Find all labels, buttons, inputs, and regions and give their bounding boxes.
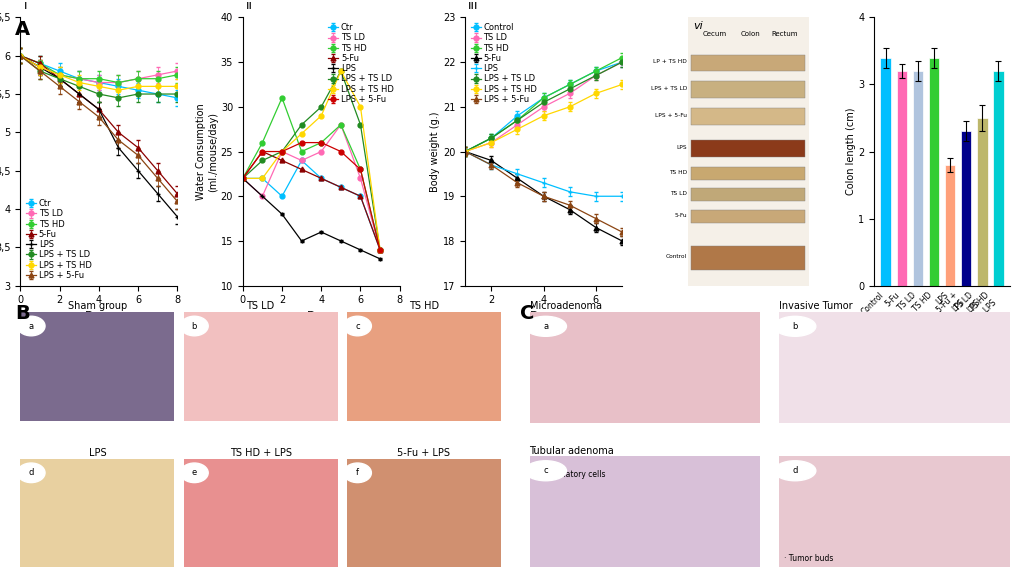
Text: d: d [29, 468, 34, 477]
Text: Cecum: Cecum [701, 31, 726, 37]
Text: LPS: LPS [676, 145, 686, 150]
Text: Tubular adenoma: Tubular adenoma [529, 445, 613, 456]
Title: LPS: LPS [89, 448, 106, 458]
Circle shape [343, 316, 371, 336]
Text: LPS + TS LD: LPS + TS LD [650, 86, 686, 91]
Legend: Ctr, TS LD, TS HD, 5-Fu, LPS, LPS + TS LD, LPS + TS HD, LPS + 5-Fu: Ctr, TS LD, TS HD, 5-Fu, LPS, LPS + TS L… [326, 21, 395, 105]
Text: LPS + 5-Fu: LPS + 5-Fu [654, 113, 686, 118]
Text: iii: iii [468, 0, 478, 12]
Text: Invasive Tumor: Invasive Tumor [779, 301, 852, 311]
Text: Inflammatory cells: Inflammatory cells [534, 470, 605, 479]
Text: c: c [355, 321, 360, 331]
Circle shape [525, 461, 566, 481]
Text: B: B [15, 304, 30, 323]
Title: TS HD + LPS: TS HD + LPS [229, 448, 291, 458]
Text: · Tumor buds: · Tumor buds [783, 554, 833, 563]
Bar [896, 71, 906, 285]
Text: Microadenoma: Microadenoma [529, 301, 601, 311]
Text: Rectum: Rectum [770, 31, 797, 37]
Text: A: A [15, 20, 31, 39]
Title: TS LD: TS LD [247, 301, 274, 311]
Circle shape [773, 461, 815, 481]
Legend: Control, TS LD, TS HD, 5-Fu, LPS, LPS + TS LD, LPS + TS HD, LPS + 5-Fu: Control, TS LD, TS HD, 5-Fu, LPS, LPS + … [469, 21, 537, 105]
Text: c: c [543, 466, 547, 475]
Text: LP + TS HD: LP + TS HD [652, 59, 686, 64]
Text: b: b [792, 322, 797, 331]
Circle shape [17, 463, 45, 483]
FancyBboxPatch shape [691, 246, 804, 270]
FancyBboxPatch shape [691, 167, 804, 179]
Text: Control: Control [665, 254, 686, 259]
Legend: Ctr, TS LD, TS HD, 5-Fu, LPS, LPS + TS LD, LPS + TS HD, LPS + 5-Fu: Ctr, TS LD, TS HD, 5-Fu, LPS, LPS + TS L… [24, 197, 93, 281]
Bar [944, 165, 955, 285]
Text: a: a [29, 321, 34, 331]
Text: ii: ii [246, 0, 253, 12]
Text: vi: vi [693, 21, 703, 31]
Circle shape [180, 463, 208, 483]
Title: Sham group: Sham group [67, 301, 127, 311]
Y-axis label: Colon length (cm): Colon length (cm) [845, 108, 855, 195]
Y-axis label: Water Consumption
(ml./mouse/day): Water Consumption (ml./mouse/day) [196, 103, 218, 200]
Text: 5-Fu: 5-Fu [674, 212, 686, 218]
FancyBboxPatch shape [691, 188, 804, 201]
Title: TS HD: TS HD [409, 301, 438, 311]
FancyBboxPatch shape [691, 140, 804, 157]
X-axis label: Days: Days [307, 311, 335, 321]
Text: Colon: Colon [740, 31, 760, 37]
Text: f: f [356, 468, 359, 477]
Bar [879, 58, 890, 285]
Bar [928, 58, 938, 285]
Text: C: C [520, 304, 534, 323]
Bar [976, 118, 986, 285]
Circle shape [773, 316, 815, 336]
X-axis label: Days: Days [529, 311, 557, 321]
Text: a: a [542, 322, 547, 331]
Text: i: i [23, 0, 28, 12]
FancyBboxPatch shape [691, 108, 804, 124]
Text: e: e [192, 468, 197, 477]
X-axis label: Days: Days [85, 311, 113, 321]
Circle shape [17, 316, 45, 336]
Bar [993, 71, 1003, 285]
FancyBboxPatch shape [691, 210, 804, 223]
Title: 5-Fu + LPS: 5-Fu + LPS [396, 448, 449, 458]
Text: TS HD: TS HD [668, 170, 686, 175]
Text: TS LD: TS LD [669, 191, 686, 196]
Circle shape [525, 316, 566, 336]
Bar [912, 71, 922, 285]
Text: d: d [792, 466, 797, 475]
FancyBboxPatch shape [691, 54, 804, 71]
Bar [960, 131, 970, 285]
Circle shape [343, 463, 371, 483]
Y-axis label: Body weight (g.): Body weight (g.) [430, 111, 440, 192]
FancyBboxPatch shape [691, 81, 804, 98]
Text: b: b [192, 321, 197, 331]
Circle shape [180, 316, 208, 336]
